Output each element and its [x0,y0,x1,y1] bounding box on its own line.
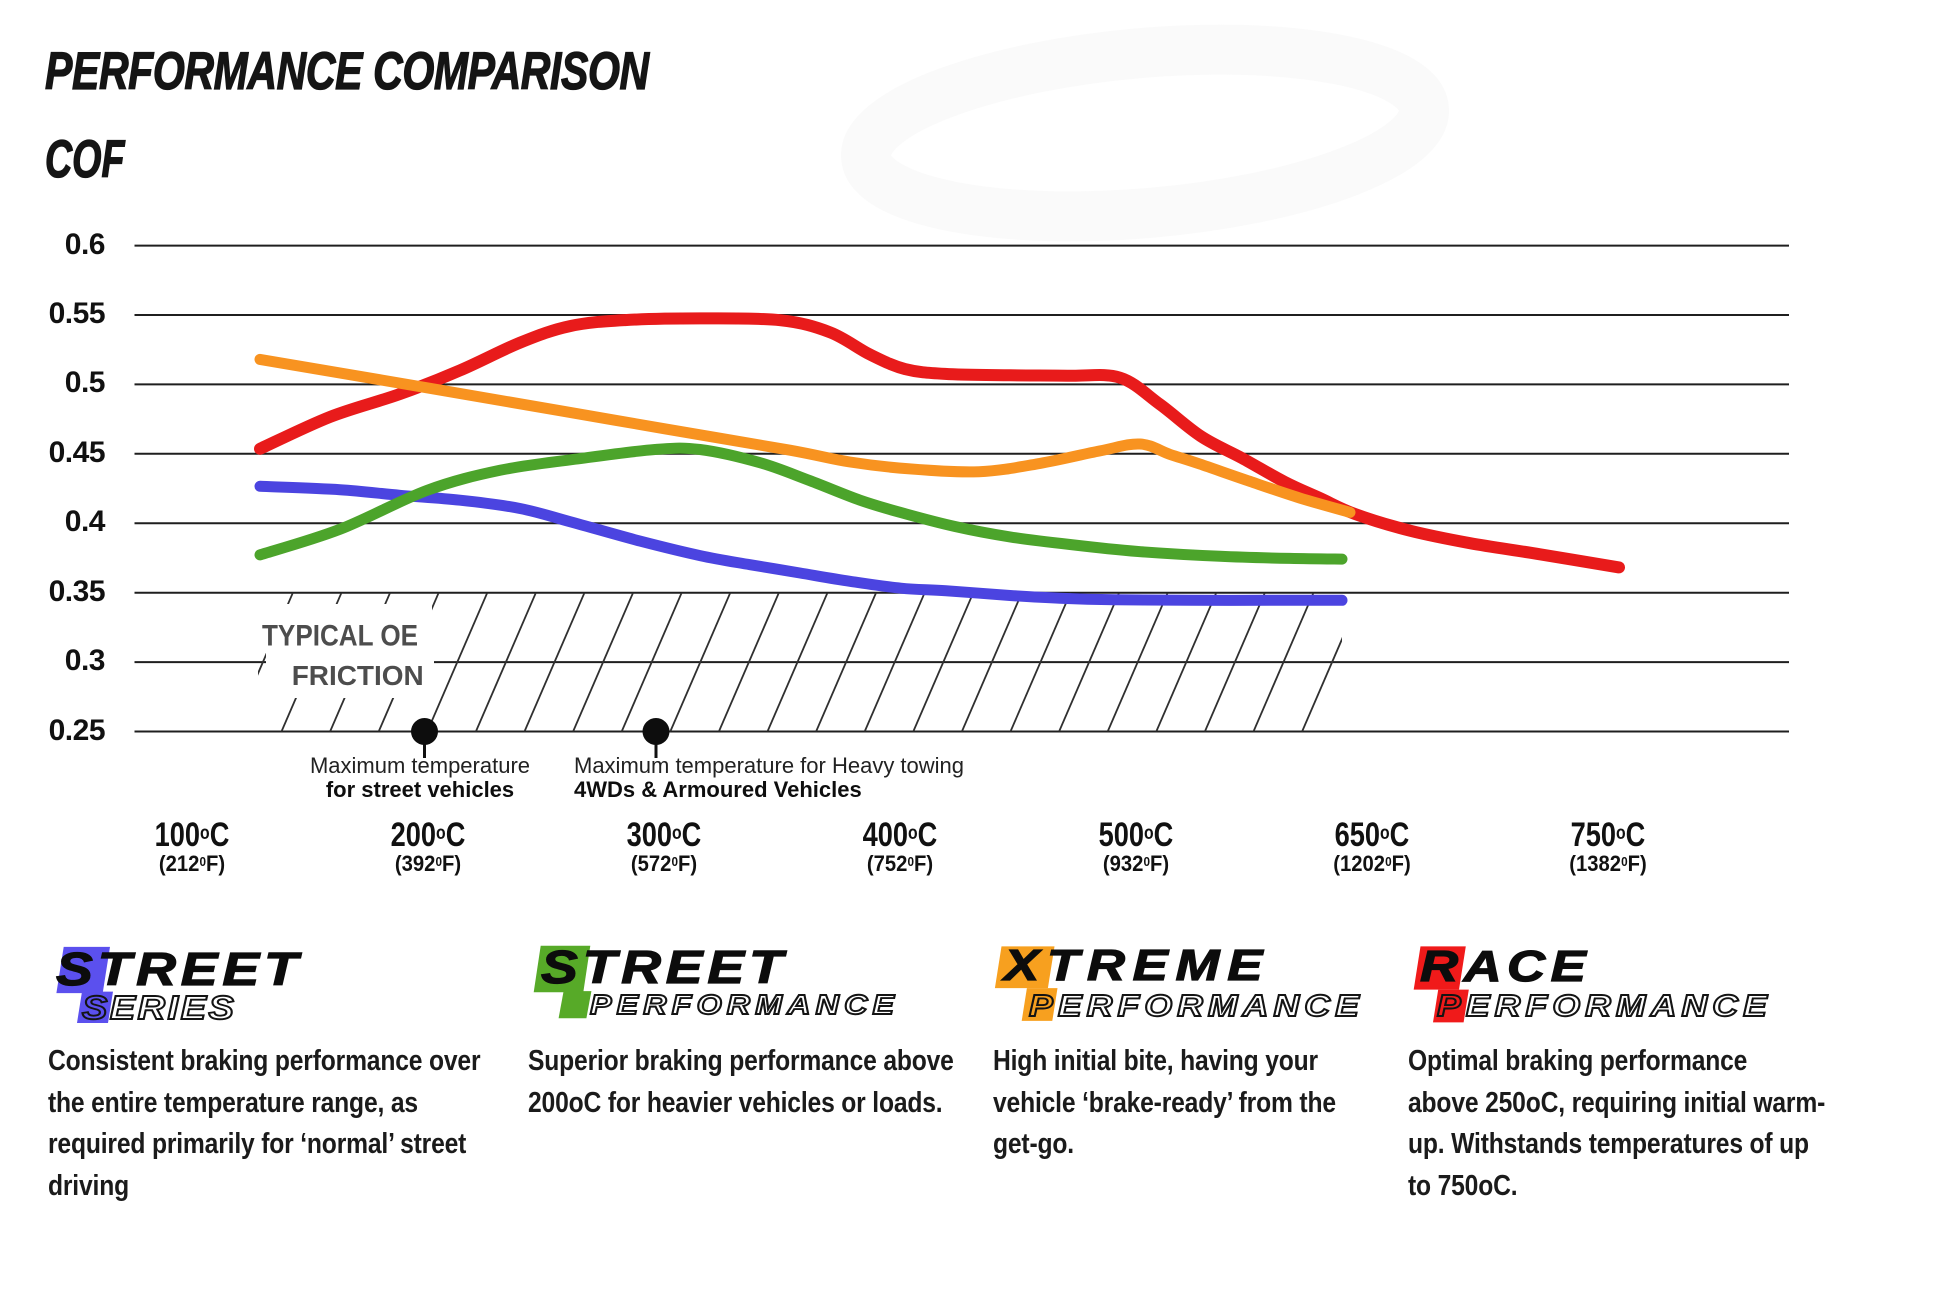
svg-text:TYPICAL OE: TYPICAL OE [262,620,418,653]
svg-text:FRICTION: FRICTION [292,660,424,691]
